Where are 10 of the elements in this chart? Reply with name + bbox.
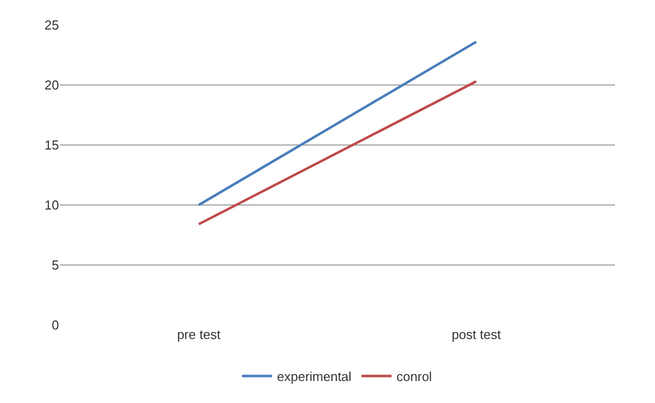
y-tick-label: 20	[44, 78, 59, 93]
legend-label: conrol	[396, 369, 432, 384]
y-tick-label: 5	[52, 258, 59, 273]
y-tick-label: 15	[44, 138, 59, 153]
x-tick-label: post test	[452, 327, 502, 342]
y-tick-label: 0	[52, 318, 59, 333]
x-tick-label: pre test	[177, 327, 221, 342]
legend-label: experimental	[277, 369, 352, 384]
y-tick-label: 25	[44, 18, 59, 33]
y-tick-label: 10	[44, 198, 59, 213]
